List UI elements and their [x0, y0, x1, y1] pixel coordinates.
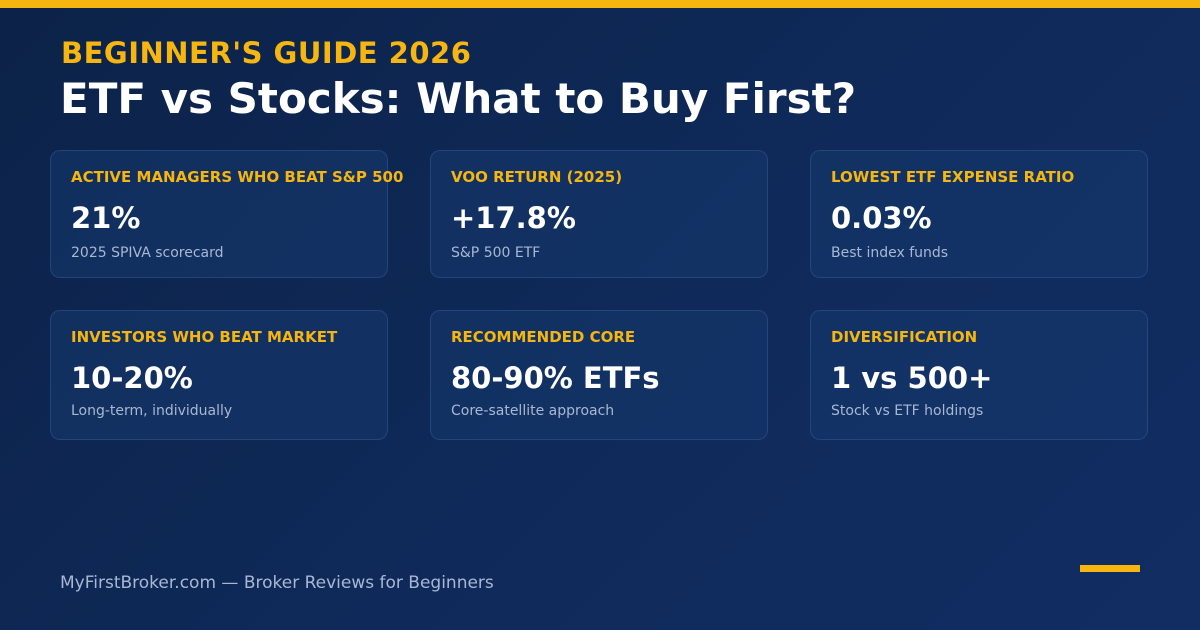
stat-card-active-managers: ACTIVE MANAGERS WHO BEAT S&P 500 21% 202…	[50, 150, 403, 278]
stat-value: +17.8%	[451, 201, 576, 235]
stat-note: Best index funds	[831, 245, 949, 261]
stat-card-diversification: DIVERSIFICATION 1 vs 500+ Stock vs ETF h…	[810, 310, 1148, 440]
stat-value: 80-90% ETFs	[451, 361, 660, 395]
eyebrow-label: BEGINNER'S GUIDE 2026	[61, 36, 472, 70]
stat-label: LOWEST ETF EXPENSE RATIO	[831, 168, 1075, 186]
stat-value: 1 vs 500+	[831, 361, 993, 395]
stat-label: DIVERSIFICATION	[831, 328, 978, 346]
stat-label: INVESTORS WHO BEAT MARKET	[71, 328, 338, 346]
stat-card-recommended-core: RECOMMENDED CORE 80-90% ETFs Core-satell…	[430, 310, 768, 440]
stat-note: Core-satellite approach	[451, 403, 615, 419]
stat-note: S&P 500 ETF	[451, 245, 541, 261]
footer-accent-line	[1080, 565, 1140, 572]
stat-label: VOO RETURN (2025)	[451, 168, 623, 186]
stat-note: Long-term, individually	[71, 403, 233, 419]
stat-card-voo-return: VOO RETURN (2025) +17.8% S&P 500 ETF	[430, 150, 768, 278]
stat-card-expense-ratio: LOWEST ETF EXPENSE RATIO 0.03% Best inde…	[810, 150, 1148, 278]
stat-note: 2025 SPIVA scorecard	[71, 245, 224, 261]
stat-value: 0.03%	[831, 201, 932, 235]
stat-note: Stock vs ETF holdings	[831, 403, 984, 419]
stat-label: RECOMMENDED CORE	[451, 328, 636, 346]
top-accent-bar	[0, 0, 1200, 8]
stat-value: 10-20%	[71, 361, 193, 395]
stat-card-investors-beat-market: INVESTORS WHO BEAT MARKET 10-20% Long-te…	[50, 310, 388, 440]
stat-value: 21%	[71, 201, 141, 235]
footer-site-credit: MyFirstBroker.com — Broker Reviews for B…	[60, 573, 494, 593]
stat-label: ACTIVE MANAGERS WHO BEAT S&P 500	[71, 168, 404, 186]
page-title: ETF vs Stocks: What to Buy First?	[60, 74, 857, 123]
